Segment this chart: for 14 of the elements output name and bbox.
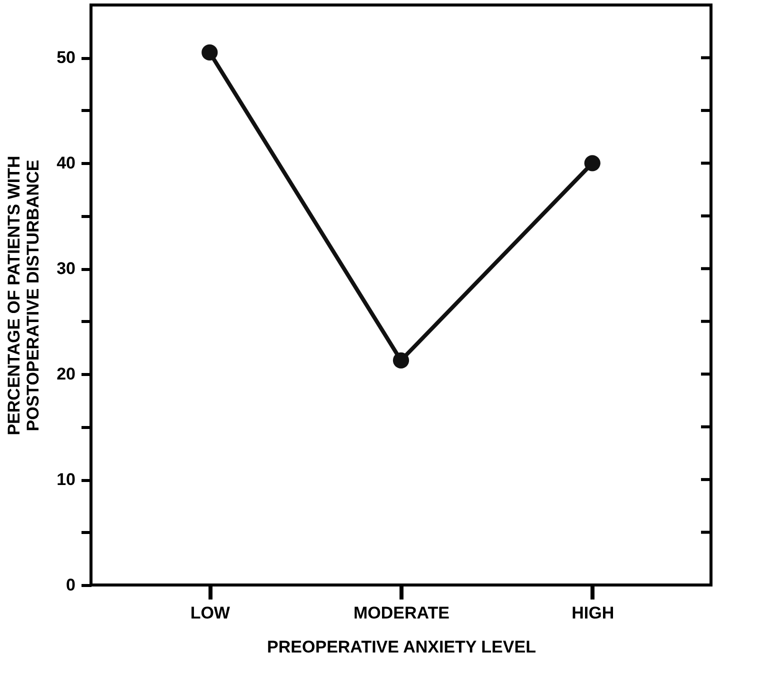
x-axis-title: PREOPERATIVE ANXIETY LEVEL [267, 638, 536, 656]
y-tick-label: 20 [56, 364, 76, 384]
y-tick-label: 50 [56, 48, 76, 68]
y-tick-label: 0 [66, 576, 76, 594]
y-axis-title: PERCENTAGE OF PATIENTS WITH POSTOPERATIVE DISTURBANCE [4, 156, 43, 436]
x-tick-label: MODERATE [353, 604, 450, 622]
point [584, 155, 600, 172]
y-tick-label: 10 [56, 470, 76, 490]
y-tick-label: 30 [56, 259, 76, 278]
point [392, 352, 410, 368]
y-tick-label: 40 [56, 154, 76, 173]
x-tick-label: HIGH [572, 604, 614, 622]
point [202, 44, 218, 60]
x-tick-label: LOW [190, 604, 231, 622]
